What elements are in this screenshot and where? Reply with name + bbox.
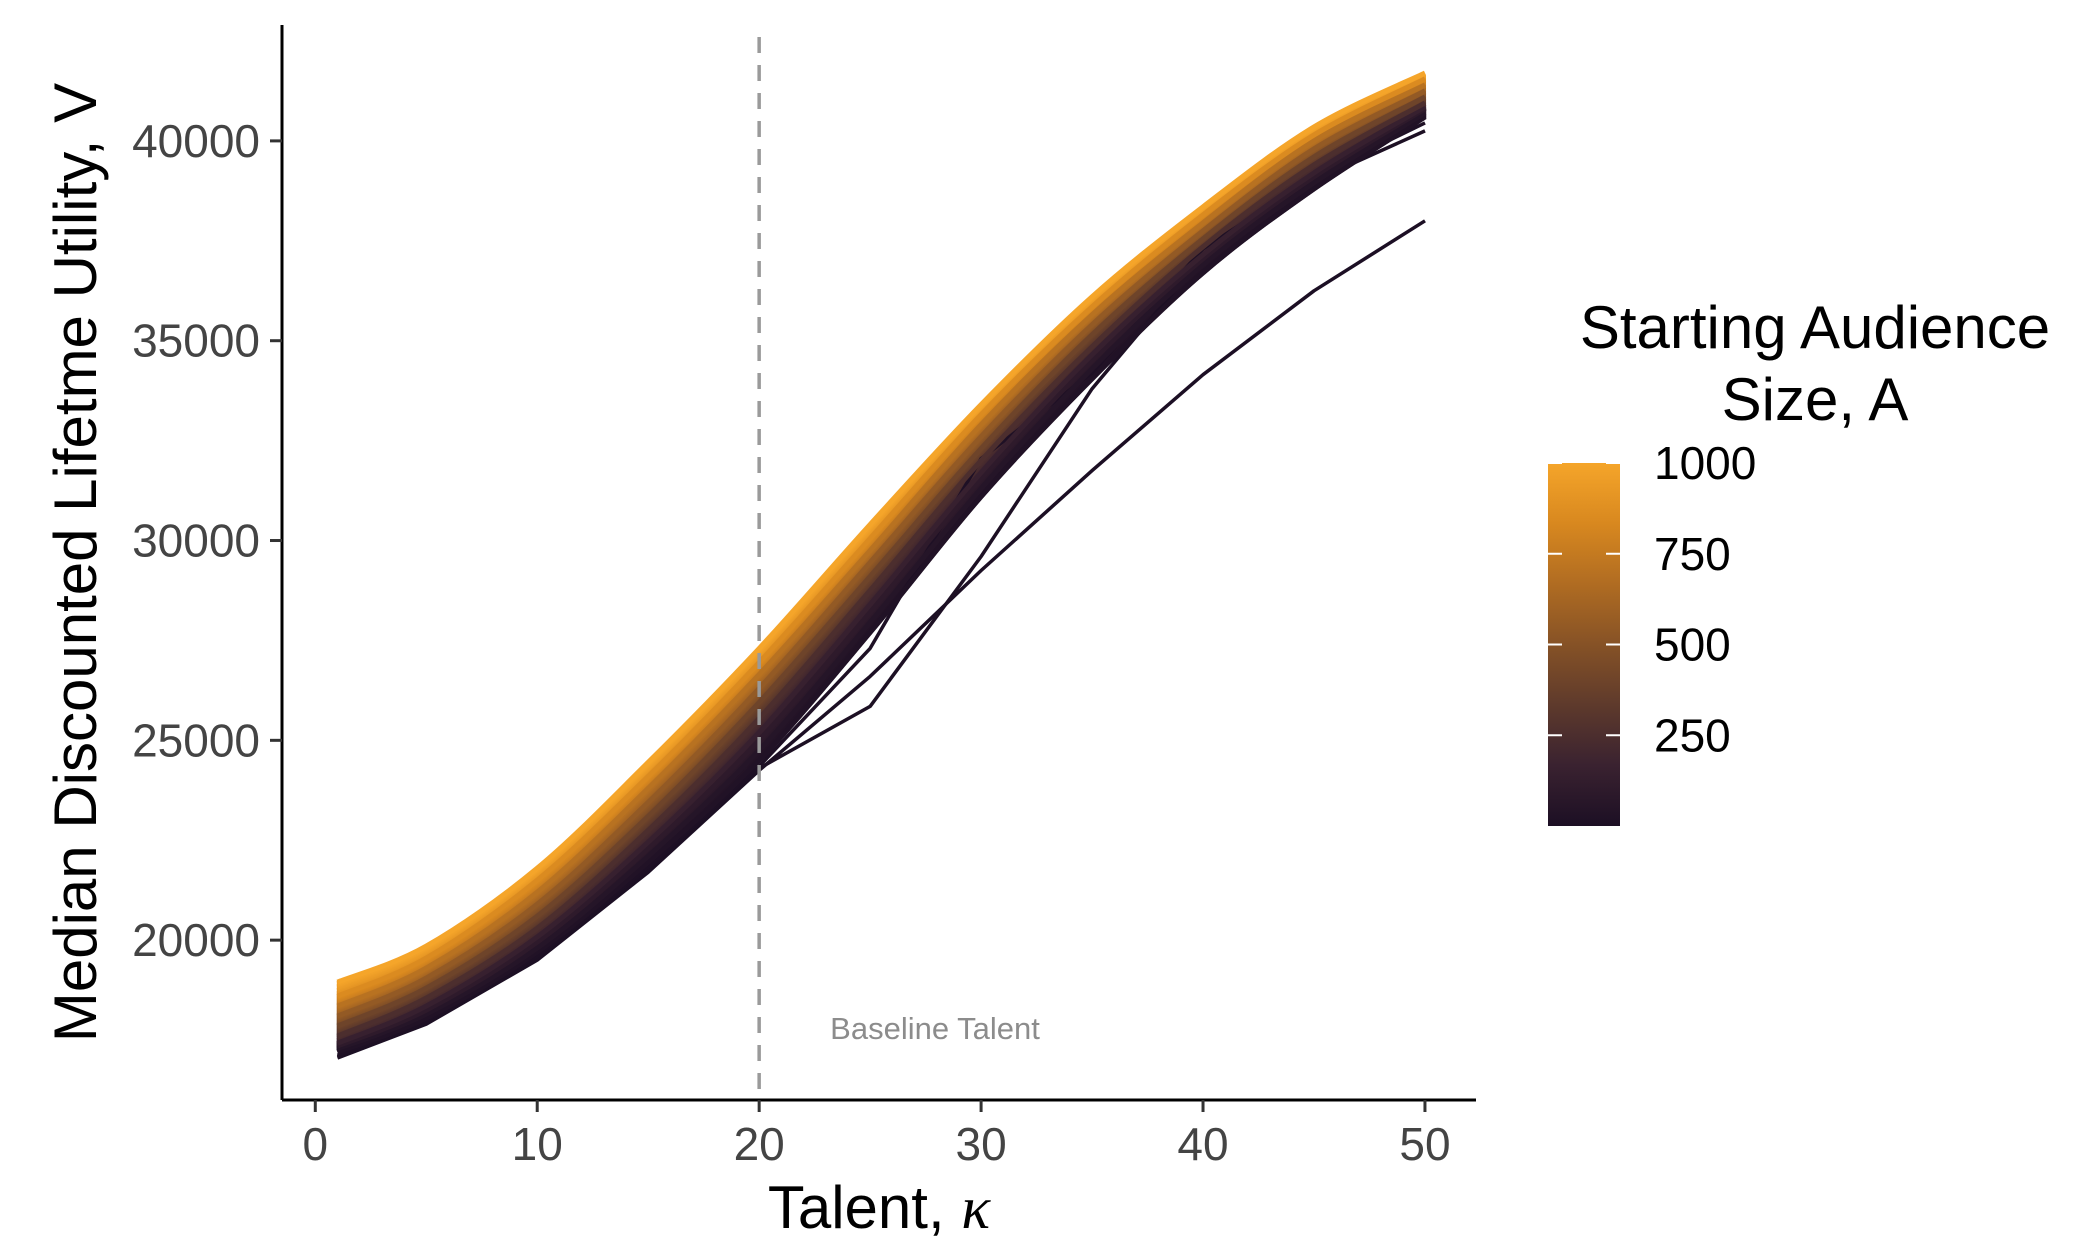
series-band-line — [336, 89, 1427, 1021]
legend-label: 750 — [1654, 528, 1731, 580]
baseline-talent-annotation: Baseline Talent — [830, 1011, 1040, 1046]
legend-ticks: 1000 750 500 250 — [1548, 437, 1756, 761]
x-tick-label: 10 — [512, 1118, 563, 1170]
legend: Starting Audience Size, A 1000 750 500 250 — [1548, 294, 2050, 826]
series-line-A400 — [336, 94, 1427, 1029]
x-tick-label: 30 — [956, 1118, 1007, 1170]
legend-title-line1: Starting Audience — [1580, 294, 2050, 361]
x-axis-title-text: Talent, — [768, 1174, 961, 1241]
legend-label: 250 — [1654, 709, 1731, 761]
y-tick-label: 35000 — [132, 315, 260, 367]
x-axis-ticks: 0 10 20 30 40 50 — [302, 1100, 1451, 1170]
x-tick-label: 50 — [1399, 1118, 1450, 1170]
y-tick-label: 40000 — [132, 115, 260, 167]
series-line-A1000 — [336, 70, 1427, 985]
x-tick-label: 40 — [1177, 1118, 1228, 1170]
y-tick-label: 30000 — [132, 515, 260, 567]
x-tick-label: 20 — [734, 1118, 785, 1170]
series-band-line — [336, 89, 1427, 1020]
series-layer — [336, 70, 1427, 1060]
legend-title-line2: Size, A — [1722, 366, 1909, 433]
series-line-A50 — [336, 110, 1427, 1052]
series-line-A550 — [336, 88, 1427, 1019]
series-line-A100 — [336, 106, 1427, 1049]
y-axis-ticks: 20000 25000 30000 35000 40000 — [132, 115, 282, 966]
legend-label: 500 — [1654, 619, 1731, 671]
series-line-A250 — [336, 100, 1427, 1039]
y-axis-title: Median Discounted Lifetme Utility, V — [42, 83, 109, 1042]
x-axis-title: Talent, κ — [768, 1174, 991, 1241]
series-line-A850 — [336, 76, 1427, 999]
x-tick-label: 0 — [302, 1118, 328, 1170]
y-tick-label: 20000 — [132, 914, 260, 966]
legend-label: 1000 — [1654, 437, 1756, 489]
y-tick-label: 25000 — [132, 714, 260, 766]
series-line-A25 — [336, 114, 1427, 1055]
series-line-A700 — [336, 82, 1427, 1009]
series-line-A150 — [336, 104, 1427, 1046]
x-axis-title-symbol: κ — [961, 1175, 991, 1241]
